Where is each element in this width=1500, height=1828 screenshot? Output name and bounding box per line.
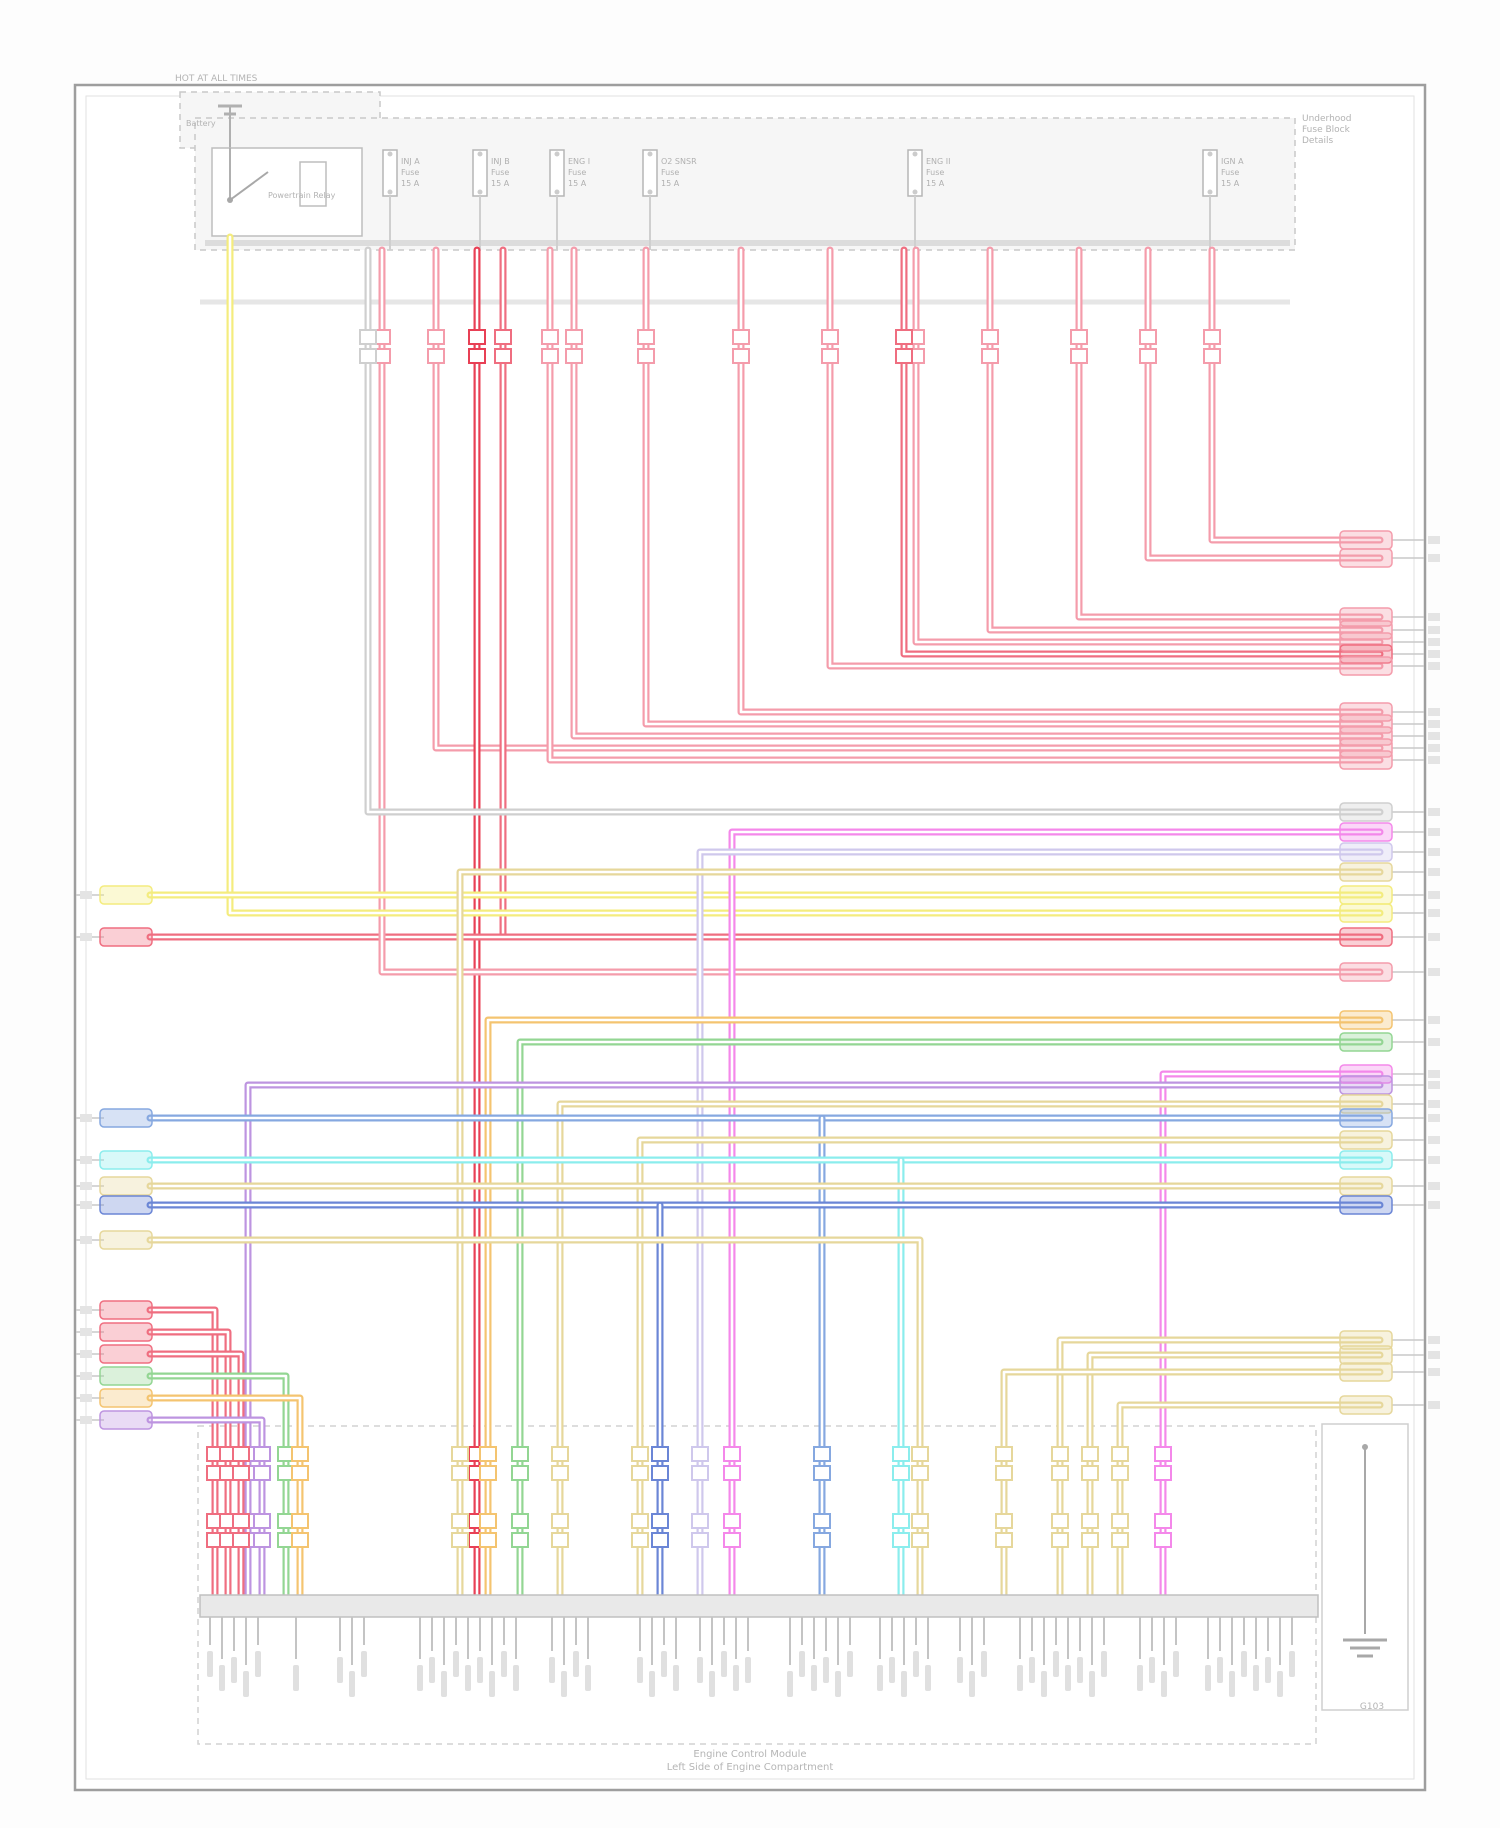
fuse-block-title-line1: Underhood — [1302, 114, 1352, 124]
svg-text:Fuse: Fuse — [926, 168, 944, 177]
svg-text:Fuse: Fuse — [491, 168, 509, 177]
svg-text:15 A: 15 A — [926, 179, 945, 188]
svg-text:O2 SNSR: O2 SNSR — [661, 157, 697, 166]
fuse-block-title: Underhood Fuse Block Details — [1302, 114, 1412, 147]
caption-line1: Engine Control Module — [693, 1749, 807, 1760]
diagram-caption: Engine Control Module Left Side of Engin… — [375, 1748, 1125, 1774]
ground-symbol — [1343, 1444, 1387, 1658]
battery-label: Battery — [186, 119, 216, 128]
underhood-fuse-block — [179, 91, 1296, 305]
svg-text:INJ A: INJ A — [401, 157, 420, 166]
wire-terminations — [76, 329, 1440, 1595]
svg-text:IGN A: IGN A — [1221, 157, 1244, 166]
relay-label: Powertrain Relay — [268, 191, 336, 200]
svg-text:Fuse: Fuse — [661, 168, 679, 177]
caption-line2: Left Side of Engine Compartment — [666, 1762, 834, 1773]
ecm-connector-bus — [199, 1594, 1319, 1697]
fuse-block-title-line2: Fuse Block — [1302, 125, 1350, 135]
svg-text:Fuse: Fuse — [568, 168, 586, 177]
svg-text:15 A: 15 A — [491, 179, 510, 188]
svg-text:Fuse: Fuse — [401, 168, 419, 177]
svg-text:ENG II: ENG II — [926, 157, 951, 166]
svg-text:Fuse: Fuse — [1221, 168, 1239, 177]
powertrain-relay — [211, 104, 363, 237]
fuses: INJ A Fuse 15 A INJ B Fuse 15 A ENG I Fuse 15 A O… — [382, 149, 1244, 250]
ground-label: G103 — [1359, 1702, 1385, 1712]
hot-at-all-times-label: HOT AT ALL TIMES — [175, 74, 258, 84]
svg-text:15 A: 15 A — [568, 179, 587, 188]
svg-text:INJ B: INJ B — [491, 157, 510, 166]
svg-text:15 A: 15 A — [1221, 179, 1240, 188]
wires — [146, 233, 1384, 1451]
fuse-block-title-line3: Details — [1302, 136, 1334, 146]
svg-text:15 A: 15 A — [661, 179, 680, 188]
svg-text:ENG I: ENG I — [568, 157, 590, 166]
svg-text:15 A: 15 A — [401, 179, 420, 188]
